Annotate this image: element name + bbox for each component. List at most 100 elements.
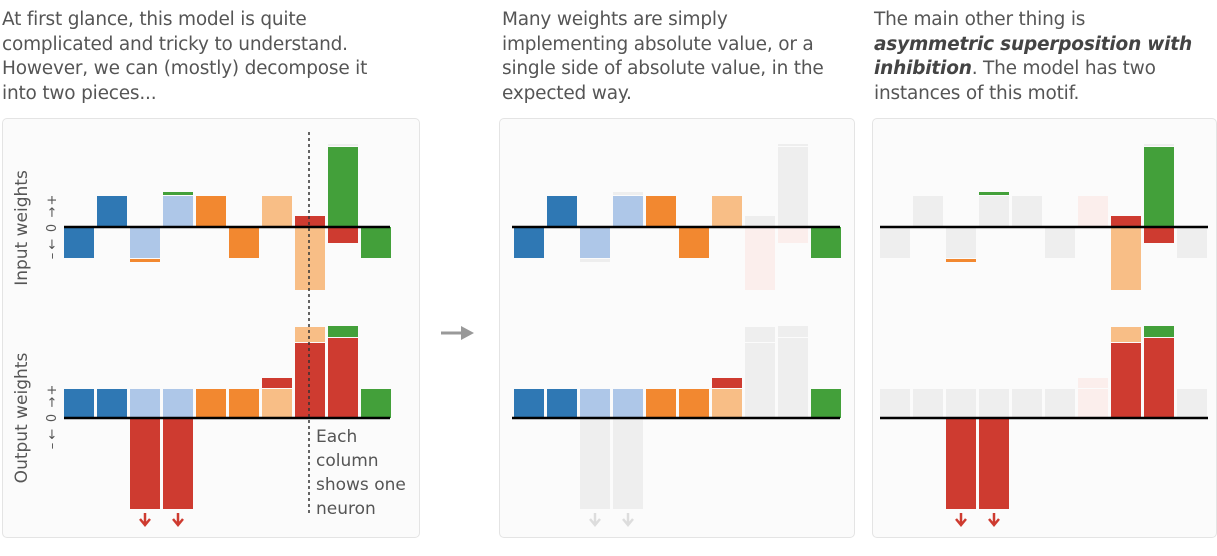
down-arrow-icon <box>139 513 151 527</box>
svg-text:column: column <box>316 451 379 471</box>
output-weight-bar <box>880 389 910 418</box>
svg-text:Output weights: Output weights <box>12 353 32 484</box>
svg-text:→: → <box>45 206 60 217</box>
caption-panel-2: Many weights are simply implementing abs… <box>502 9 824 104</box>
output-weight-bar <box>979 418 1009 509</box>
down-arrow-icon <box>622 513 634 527</box>
output-weight-bar <box>514 389 544 418</box>
output-weight-bar <box>613 389 643 418</box>
output-weight-bar <box>646 389 676 418</box>
output-weight-bar <box>1111 343 1141 418</box>
output-weight-bar <box>1177 389 1207 418</box>
input-weight-bar <box>295 227 325 290</box>
input-weight-bar <box>679 227 709 258</box>
input-weight-bar <box>1078 196 1108 227</box>
output-weight-cap <box>328 326 358 337</box>
input-weight-bar <box>295 216 325 227</box>
output-weight-bar <box>946 418 976 509</box>
svg-text:←: ← <box>45 428 60 439</box>
caption-emphasis: asymmetric superposition with inhibition <box>874 33 1192 80</box>
input-weight-bar <box>880 227 910 258</box>
panel-2-bars <box>512 144 841 527</box>
svg-text:neuron: neuron <box>316 499 376 519</box>
input-weight-bar <box>64 227 94 258</box>
input-weight-cap <box>1144 144 1174 146</box>
neuron-annotation: Each column shows one neuron <box>316 427 406 519</box>
input-weight-bar <box>1045 227 1075 258</box>
output-weight-cap <box>712 378 742 388</box>
input-weight-cap <box>130 259 160 262</box>
input-weight-bar <box>514 227 544 258</box>
svg-text:0: 0 <box>45 414 60 422</box>
input-weight-bar <box>1111 227 1141 290</box>
input-weight-bar <box>130 227 160 258</box>
input-weight-bar <box>913 196 943 227</box>
input-weight-bar <box>328 227 358 243</box>
transition-arrow-icon <box>441 326 474 340</box>
input-weight-bar <box>646 196 676 227</box>
output-weight-bar <box>295 343 325 418</box>
down-arrow-icon <box>172 513 184 527</box>
input-weight-bar <box>580 227 610 258</box>
output-weight-cap <box>778 326 808 337</box>
input-weight-cap <box>613 192 643 195</box>
output-weight-bar <box>778 338 808 418</box>
output-weight-bar <box>64 389 94 418</box>
input-weight-bar <box>811 227 841 258</box>
input-weight-bar <box>979 196 1009 227</box>
output-weight-cap <box>262 378 292 388</box>
input-weight-cap <box>946 259 976 262</box>
input-weight-cap <box>778 144 808 146</box>
svg-text:←: ← <box>45 238 60 249</box>
caption-panel-3: The main other thing is asymmetric super… <box>874 9 1192 104</box>
output-weight-bar <box>328 338 358 418</box>
input-weight-bar <box>196 196 226 227</box>
output-weight-bar <box>712 389 742 418</box>
svg-text:Input weights: Input weights <box>12 170 32 286</box>
output-weight-bar <box>580 418 610 509</box>
input-weight-cap <box>979 192 1009 195</box>
output-weight-bar <box>1144 338 1174 418</box>
output-weight-bar <box>163 418 193 509</box>
output-weight-cap <box>745 327 775 342</box>
output-weight-bar <box>229 389 259 418</box>
svg-text:shows one: shows one <box>316 475 406 495</box>
input-weight-bar <box>613 196 643 227</box>
output-axis-label: Output weights <box>12 353 32 484</box>
output-weight-bar <box>613 418 643 509</box>
input-weight-bar <box>712 196 742 227</box>
input-weight-bar <box>1144 147 1174 227</box>
output-weight-bar <box>1078 389 1108 418</box>
output-weight-bar <box>979 389 1009 418</box>
input-weight-bar <box>361 227 391 258</box>
output-weight-bar <box>262 389 292 418</box>
input-weight-cap <box>328 144 358 146</box>
down-arrow-icon <box>955 513 967 527</box>
input-weight-bar <box>1144 227 1174 243</box>
input-weight-bar <box>97 196 127 227</box>
down-arrow-icon <box>589 513 601 527</box>
output-weight-bar <box>913 389 943 418</box>
output-weight-bar <box>130 389 160 418</box>
input-weight-bar <box>1177 227 1207 258</box>
input-weight-bar <box>745 216 775 227</box>
output-weight-cap <box>1078 378 1108 388</box>
output-weight-bar <box>745 343 775 418</box>
output-weight-bar <box>1045 389 1075 418</box>
output-weight-bar <box>679 389 709 418</box>
input-weight-bar <box>1012 196 1042 227</box>
svg-text:→: → <box>45 396 60 407</box>
output-weight-cap <box>1111 327 1141 342</box>
svg-text:–: – <box>45 443 60 450</box>
output-weight-cap <box>295 327 325 342</box>
input-weight-bar <box>1111 216 1141 227</box>
svg-text:+: + <box>45 195 60 206</box>
svg-text:0: 0 <box>45 224 60 232</box>
caption-panel-1: At first glance, this model is quite com… <box>2 9 368 104</box>
output-weight-bar <box>361 389 391 418</box>
output-weight-bar <box>97 389 127 418</box>
down-arrow-icon <box>988 513 1000 527</box>
input-weight-bar <box>328 147 358 227</box>
input-scale-legend: – ← 0 → + <box>45 195 60 260</box>
